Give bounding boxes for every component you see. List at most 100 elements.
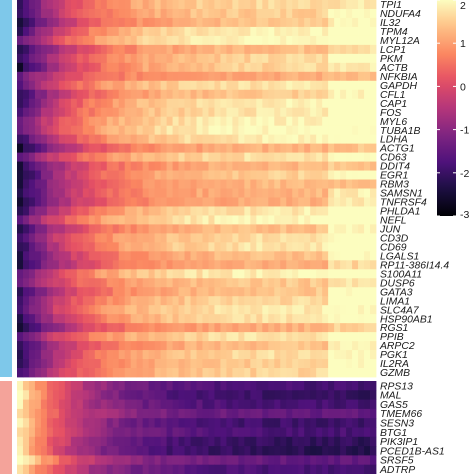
heatmap-cell <box>40 305 48 315</box>
heatmap-cell <box>28 188 36 198</box>
heatmap-cell <box>166 242 173 252</box>
heatmap-cell <box>76 332 84 342</box>
heatmap-cell <box>142 418 150 428</box>
heatmap-cell <box>292 44 299 55</box>
heatmap-cell <box>286 215 293 225</box>
heatmap-cell <box>322 332 329 342</box>
heatmap-cell <box>214 446 221 456</box>
heatmap-cell <box>148 35 156 46</box>
heatmap-cell <box>154 464 161 474</box>
heatmap-cell <box>142 44 150 55</box>
heatmap-cell <box>106 260 114 270</box>
heatmap-cell <box>130 35 138 46</box>
heatmap-cell <box>232 287 239 297</box>
heatmap-cell <box>40 53 48 64</box>
heatmap-cell <box>70 143 78 153</box>
heatmap-cell <box>238 143 245 153</box>
heatmap-cell <box>52 296 60 306</box>
heatmap-cell <box>316 455 323 466</box>
heatmap-cell <box>292 143 299 153</box>
heatmap-cell <box>82 305 90 315</box>
heatmap-cell <box>28 134 36 145</box>
heatmap-cell <box>118 206 126 216</box>
heatmap-cell <box>274 224 281 234</box>
heatmap-cell <box>256 381 263 391</box>
heatmap-cell <box>94 116 102 127</box>
heatmap-cell <box>226 215 233 225</box>
heatmap-cell <box>190 17 197 28</box>
heatmap-cell <box>46 215 54 225</box>
heatmap-cell <box>322 179 329 189</box>
heatmap-cell <box>226 242 233 252</box>
legend-tick-label: -1 <box>460 125 469 137</box>
heatmap-cell <box>112 107 120 118</box>
heatmap-cell <box>106 305 114 315</box>
heatmap-cell <box>262 215 269 225</box>
heatmap-cell <box>28 305 36 315</box>
heatmap-cell <box>130 350 138 360</box>
heatmap-cell <box>34 418 42 428</box>
gene-label: TPM4 <box>380 27 408 38</box>
heatmap-cell <box>148 98 156 109</box>
heatmap-cell <box>172 314 179 324</box>
heatmap-cell <box>208 436 215 447</box>
heatmap-cell <box>130 251 138 261</box>
heatmap-cell <box>328 215 335 225</box>
heatmap-cell <box>208 143 215 153</box>
heatmap-cell <box>94 242 102 252</box>
heatmap-cell <box>244 8 251 19</box>
heatmap-cell <box>112 188 120 198</box>
heatmap-cell <box>346 359 353 369</box>
heatmap-cell <box>148 17 156 28</box>
heatmap-cell <box>226 80 233 91</box>
heatmap-cell <box>292 0 299 10</box>
heatmap-cell <box>238 260 245 270</box>
gene-label: CD63 <box>380 153 407 164</box>
heatmap-cell <box>112 408 120 419</box>
heatmap-cell <box>196 125 203 136</box>
heatmap-cell <box>184 332 191 342</box>
heatmap-cell <box>232 152 239 162</box>
heatmap-cell <box>352 399 359 410</box>
heatmap-cell <box>136 116 144 127</box>
heatmap-cell <box>364 71 371 82</box>
heatmap-row <box>17 427 377 438</box>
heatmap-cell <box>184 408 191 419</box>
heatmap-cell <box>34 143 42 153</box>
heatmap-cell <box>136 179 144 189</box>
heatmap-cell <box>136 215 144 225</box>
heatmap-cell <box>58 98 66 109</box>
heatmap-cell <box>58 260 66 270</box>
heatmap-cell <box>154 215 161 225</box>
heatmap-cell <box>214 233 221 243</box>
heatmap-cell <box>40 341 48 351</box>
heatmap-cell <box>334 179 341 189</box>
heatmap-cell <box>112 269 120 279</box>
heatmap-cell <box>238 305 245 315</box>
heatmap-cell <box>352 0 359 10</box>
heatmap-cell <box>274 35 281 46</box>
heatmap-cell <box>340 332 347 342</box>
heatmap-cell <box>226 323 233 333</box>
heatmap-cell <box>304 44 311 55</box>
heatmap-cell <box>268 17 275 28</box>
heatmap-cell <box>268 305 275 315</box>
heatmap-cell <box>17 323 24 333</box>
heatmap-cell <box>28 436 36 447</box>
heatmap-cell <box>130 464 138 474</box>
heatmap-cell <box>232 455 239 466</box>
heatmap-cell <box>340 446 347 456</box>
heatmap-cell <box>370 143 377 153</box>
heatmap-cell <box>76 0 84 10</box>
heatmap-cell <box>17 242 24 252</box>
heatmap-cell <box>166 107 173 118</box>
heatmap-cell <box>52 390 60 400</box>
heatmap-cell <box>238 89 245 100</box>
gene-label: TMEM66 <box>380 409 422 420</box>
heatmap-cell <box>292 197 299 207</box>
heatmap-cell <box>196 215 203 225</box>
heatmap-cell <box>124 152 132 162</box>
heatmap-cell <box>52 35 60 46</box>
heatmap-cell <box>17 296 24 306</box>
heatmap-cell <box>262 260 269 270</box>
